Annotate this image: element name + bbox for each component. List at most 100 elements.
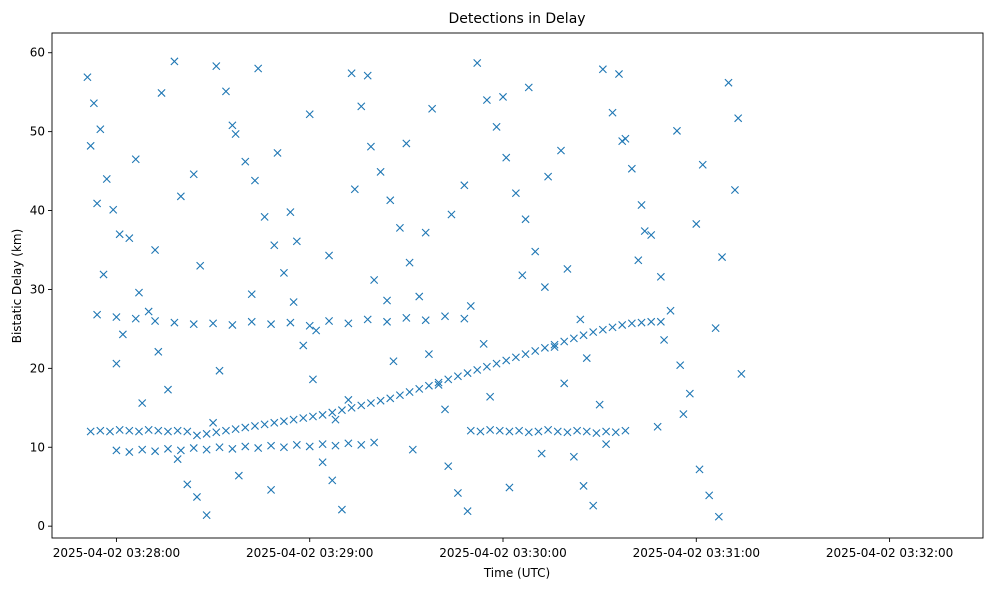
- data-point: [154, 426, 163, 435]
- data-point: [492, 122, 501, 131]
- data-point: [540, 343, 549, 352]
- data-point: [502, 356, 511, 365]
- data-point: [209, 418, 218, 427]
- data-point: [273, 148, 282, 157]
- data-point: [563, 428, 572, 437]
- data-point: [408, 445, 417, 454]
- data-point: [279, 443, 288, 452]
- data-point: [247, 290, 256, 299]
- data-point: [89, 99, 98, 108]
- data-point: [424, 350, 433, 359]
- data-point: [192, 431, 201, 440]
- data-point: [421, 316, 430, 325]
- data-point: [254, 444, 263, 453]
- data-point: [524, 428, 533, 437]
- data-point: [192, 492, 201, 501]
- data-point: [463, 507, 472, 516]
- data-point: [444, 375, 453, 384]
- data-point: [698, 160, 707, 169]
- data-point: [105, 427, 114, 436]
- data-point: [292, 237, 301, 246]
- y-tick-label: 60: [30, 46, 45, 60]
- data-point: [602, 427, 611, 436]
- data-point: [627, 319, 636, 328]
- data-point: [621, 134, 630, 143]
- data-point: [637, 201, 646, 210]
- data-point: [115, 230, 124, 239]
- data-point: [602, 440, 611, 449]
- data-point: [666, 306, 675, 315]
- data-point: [473, 365, 482, 374]
- data-point: [344, 395, 353, 404]
- data-point: [305, 321, 314, 330]
- data-point: [576, 315, 585, 324]
- data-point: [125, 448, 134, 456]
- data-point: [608, 108, 617, 117]
- data-point: [221, 426, 230, 435]
- y-tick-label: 0: [37, 519, 45, 533]
- data-point: [647, 231, 656, 239]
- data-point: [672, 126, 681, 135]
- data-point: [196, 261, 205, 270]
- data-point: [434, 380, 443, 389]
- data-point: [270, 418, 279, 427]
- data-point: [299, 341, 308, 350]
- data-point: [325, 317, 334, 325]
- data-point: [660, 335, 669, 344]
- data-point: [170, 318, 179, 327]
- data-point: [144, 425, 153, 434]
- data-point: [292, 440, 301, 449]
- data-point: [138, 445, 147, 454]
- data-point: [279, 417, 288, 426]
- data-point: [653, 422, 662, 431]
- data-point: [447, 210, 456, 219]
- data-point: [176, 192, 185, 201]
- data-point: [144, 307, 153, 316]
- data-point: [592, 429, 601, 438]
- data-point: [109, 205, 118, 214]
- data-point: [595, 400, 604, 409]
- data-point: [286, 208, 295, 217]
- data-point: [163, 427, 172, 436]
- data-point: [544, 172, 553, 181]
- data-point: [370, 275, 379, 284]
- data-point: [460, 181, 469, 190]
- data-point: [589, 501, 598, 510]
- data-point: [608, 323, 617, 332]
- data-point: [495, 426, 504, 435]
- data-point: [308, 375, 317, 384]
- data-point: [83, 73, 92, 82]
- data-point: [118, 330, 127, 339]
- data-point: [428, 104, 437, 113]
- data-point: [511, 189, 520, 198]
- data-point: [267, 320, 276, 329]
- data-point: [521, 215, 530, 224]
- data-point: [209, 319, 218, 328]
- data-point: [347, 403, 356, 412]
- data-point: [492, 359, 501, 368]
- data-point: [482, 96, 491, 105]
- data-point: [476, 427, 485, 436]
- data-point: [183, 480, 192, 489]
- data-point: [463, 369, 472, 378]
- data-point: [189, 170, 198, 179]
- data-point: [170, 57, 179, 66]
- data-point: [618, 320, 627, 329]
- data-point: [202, 429, 211, 438]
- data-markers: [83, 57, 746, 521]
- data-point: [502, 153, 511, 162]
- data-point: [441, 312, 450, 321]
- data-point: [318, 458, 327, 467]
- data-point: [131, 314, 140, 323]
- data-point: [679, 410, 688, 419]
- y-tick-label: 40: [30, 204, 45, 218]
- data-point: [231, 130, 240, 138]
- data-point: [234, 471, 243, 480]
- data-point: [112, 313, 121, 322]
- data-point: [482, 362, 491, 371]
- data-point: [637, 318, 646, 327]
- data-point: [328, 408, 337, 417]
- data-point: [86, 141, 95, 150]
- data-point: [173, 426, 182, 435]
